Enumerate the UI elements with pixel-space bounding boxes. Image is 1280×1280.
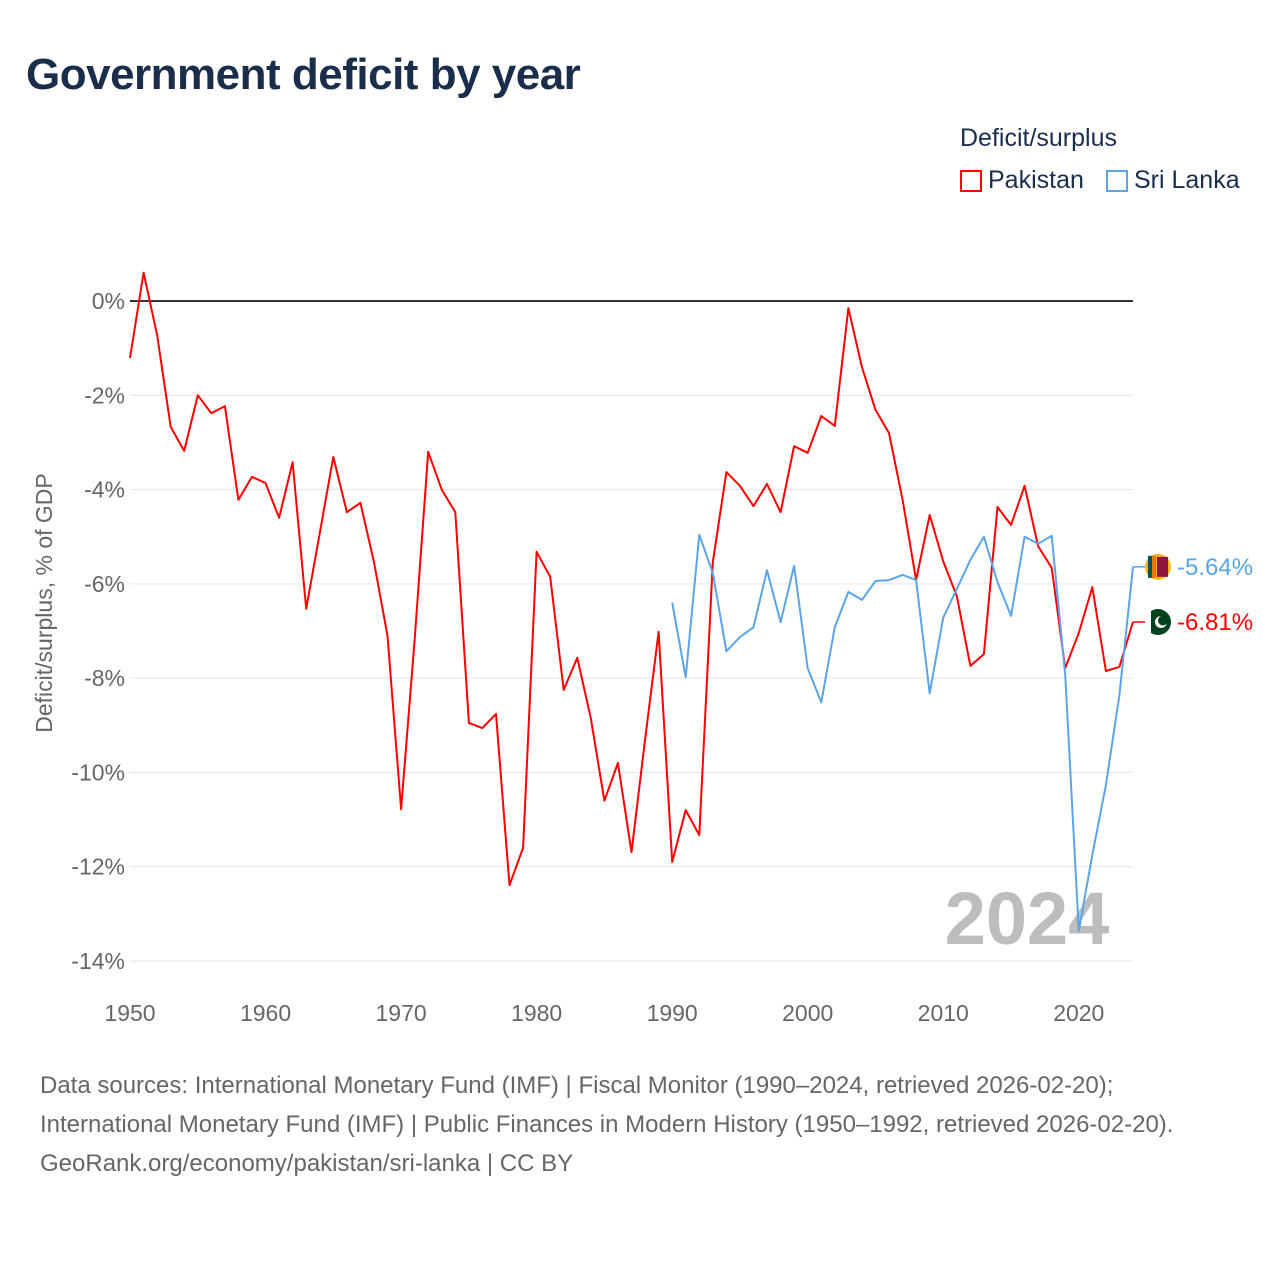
sources: Data sources: International Monetary Fun… <box>40 1066 1240 1183</box>
legend-item-pakistan[interactable]: Pakistan <box>960 166 1084 195</box>
line-chart: 0% -2% -4% -6% -8% -10% -12% -14% 1950 1960 1970 19… <box>31 271 1253 1026</box>
legend-title: Deficit/surplus <box>960 124 1117 152</box>
y-axis-label: Deficit/surplus, % of GDP <box>31 473 57 732</box>
legend-swatch-pakistan <box>960 169 982 192</box>
flag-sri-lanka-orange <box>1152 555 1156 578</box>
chart-title: Government deficit by year <box>26 50 581 99</box>
end-label-sri-lanka: -5.64% <box>1177 554 1253 581</box>
flag-sri-lanka-green <box>1148 555 1152 578</box>
y-tick-label: -14% <box>71 948 125 974</box>
x-tick-label: 2020 <box>1053 1000 1104 1026</box>
y-tick-label: -8% <box>84 665 125 691</box>
x-tick-label: 1980 <box>511 1000 562 1026</box>
legend-label-sri-lanka: Sri Lanka <box>1134 166 1240 194</box>
year-watermark: 2024 <box>945 877 1110 960</box>
legend-label-pakistan: Pakistan <box>988 166 1084 194</box>
x-tick-label: 2000 <box>782 1000 833 1026</box>
series-line-sri-lanka <box>671 533 1134 932</box>
series-line-pakistan <box>129 271 1134 887</box>
x-tick-label: 2010 <box>918 1000 969 1026</box>
legend-swatch-sri-lanka <box>1106 169 1128 192</box>
legend-item-sri-lanka[interactable]: Sri Lanka <box>1106 166 1240 195</box>
x-tick-label: 1990 <box>647 1000 698 1026</box>
y-tick-label: -4% <box>84 477 125 503</box>
flag-sri-lanka-maroon <box>1157 556 1168 577</box>
y-tick-label: -10% <box>71 759 125 785</box>
sources-text: Data sources: International Monetary Fun… <box>40 1072 1174 1138</box>
attribution-link[interactable]: GeoRank.org/economy/pakistan/sri-lanka |… <box>40 1150 574 1177</box>
x-tick-label: 1960 <box>240 1000 291 1026</box>
y-tick-label: -6% <box>84 571 125 597</box>
flag-pakistan-stripe <box>1145 609 1151 636</box>
end-label-pakistan: -6.81% <box>1177 609 1253 636</box>
y-tick-label: 0% <box>92 288 125 314</box>
y-tick-label: -12% <box>71 854 125 880</box>
x-tick-label: 1950 <box>104 1000 155 1026</box>
flag-crescent-cut <box>1158 615 1168 626</box>
x-tick-label: 1970 <box>375 1000 426 1026</box>
y-tick-label: -2% <box>84 382 125 408</box>
